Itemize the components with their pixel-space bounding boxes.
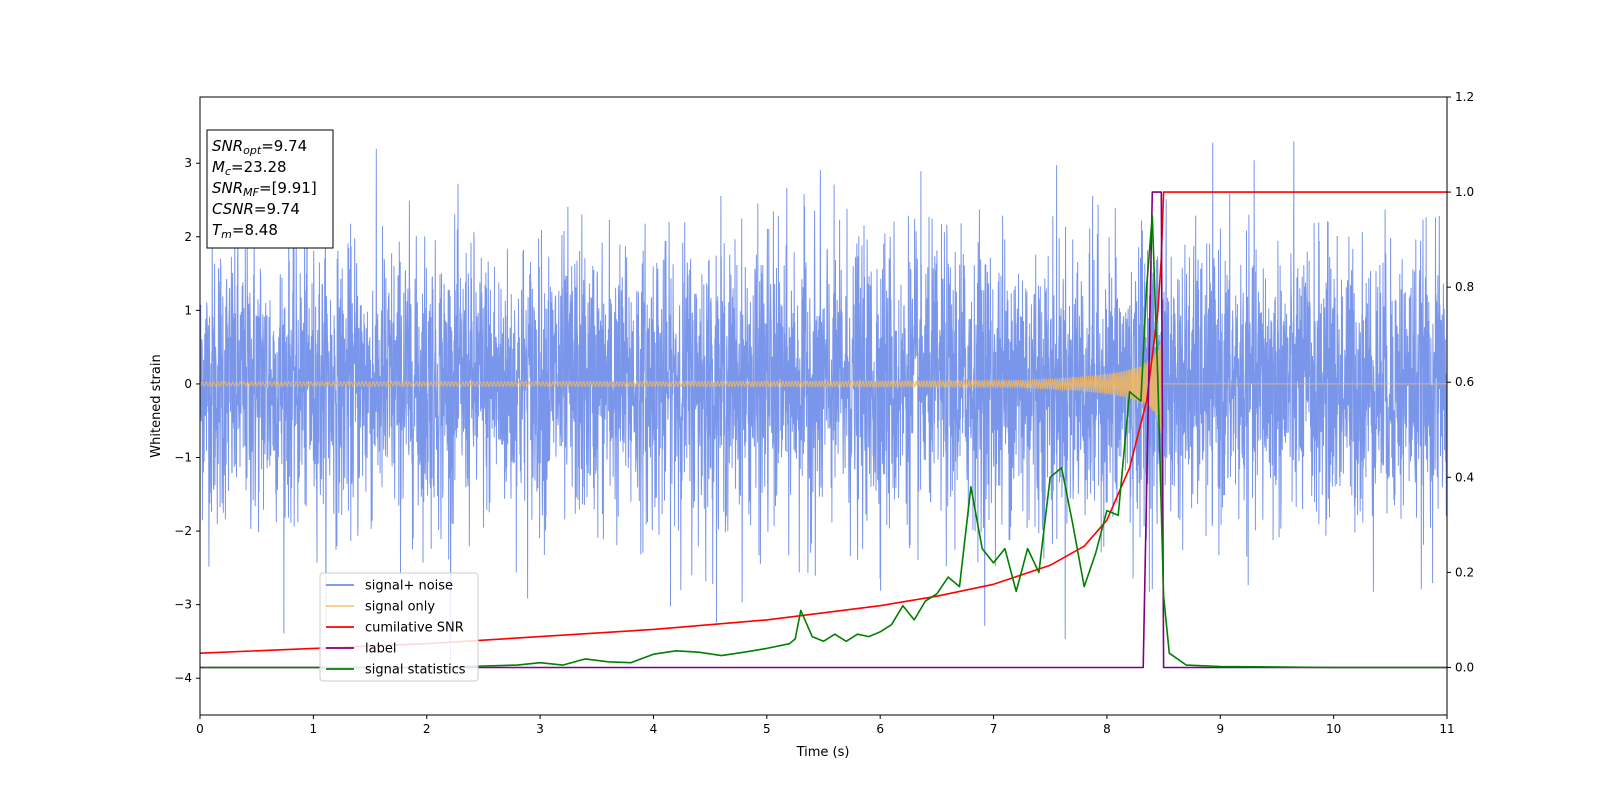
axes: 0 1 2 3 4 5 6 7 8 9 10 113210−1−2−3−41.21.00.80.60.… xyxy=(174,90,1474,736)
series-signal-only-line xyxy=(200,342,1447,433)
y-tick-label: −1 xyxy=(174,451,192,465)
x-tick-label: 4 xyxy=(650,722,658,736)
y-tick-label: 1 xyxy=(184,303,192,317)
series-label-line xyxy=(200,191,1447,669)
annotation-line: Tm=8.48 xyxy=(212,221,278,241)
x-tick-label: 3 xyxy=(536,722,544,736)
annotation-line: SNRopt=9.74 xyxy=(212,137,307,157)
x-tick-label: 8 xyxy=(1103,722,1111,736)
x-tick-label: 0 xyxy=(196,722,204,736)
y-tick-label: −4 xyxy=(174,671,192,685)
x-tick-label: 6 xyxy=(876,722,884,736)
plot-area xyxy=(200,141,1447,669)
y2-tick-label: 0.2 xyxy=(1455,565,1474,579)
series-cumilative-snr-line xyxy=(200,191,1447,654)
legend-label: label xyxy=(365,642,396,657)
legend-frame xyxy=(319,572,479,682)
annotation-frame xyxy=(206,129,334,249)
annotation-line: SNRMF=[9.91] xyxy=(212,179,317,199)
y2-tick-label: 0.6 xyxy=(1455,375,1474,389)
x-tick-label: 9 xyxy=(1216,722,1224,736)
legend-label: signal only xyxy=(365,600,435,615)
x-tick-label: 11 xyxy=(1439,722,1454,736)
y2-tick-label: 1.2 xyxy=(1455,90,1474,104)
y-axis-label: Whitened strain xyxy=(149,354,164,457)
legend: signal+ noise signal only cumilative SNR la… xyxy=(319,572,479,682)
annotation-line: Mc=23.28 xyxy=(212,158,287,178)
y2-tick-label: 0.8 xyxy=(1455,280,1474,294)
x-tick-label: 5 xyxy=(763,722,771,736)
series-signal-noise-line xyxy=(200,141,1447,667)
y-tick-label: −2 xyxy=(174,524,192,538)
x-tick-label: 10 xyxy=(1326,722,1341,736)
x-tick-label: 1 xyxy=(310,722,318,736)
legend-label: cumilative SNR xyxy=(365,621,464,636)
stats-annotation-box: SNRopt=9.74Mc=23.28SNRMF=[9.91]CSNR=9.74… xyxy=(206,129,334,249)
y2-tick-label: 0.0 xyxy=(1455,660,1474,674)
y-tick-label: 3 xyxy=(184,156,192,170)
y-tick-label: −3 xyxy=(174,598,192,612)
x-tick-label: 7 xyxy=(990,722,998,736)
y2-tick-label: 0.4 xyxy=(1455,470,1474,484)
y-tick-label: 0 xyxy=(184,377,192,391)
legend-label: signal statistics xyxy=(365,663,466,678)
y2-tick-label: 1.0 xyxy=(1455,185,1474,199)
series-signal-statistics-line xyxy=(200,215,1447,669)
y-tick-label: 2 xyxy=(184,230,192,244)
legend-label: signal+ noise xyxy=(365,579,453,594)
x-tick-label: 2 xyxy=(423,722,431,736)
annotation-line: CSNR=9.74 xyxy=(212,200,300,218)
x-axis-label: Time (s) xyxy=(796,745,850,760)
plot-frame xyxy=(199,96,1448,716)
